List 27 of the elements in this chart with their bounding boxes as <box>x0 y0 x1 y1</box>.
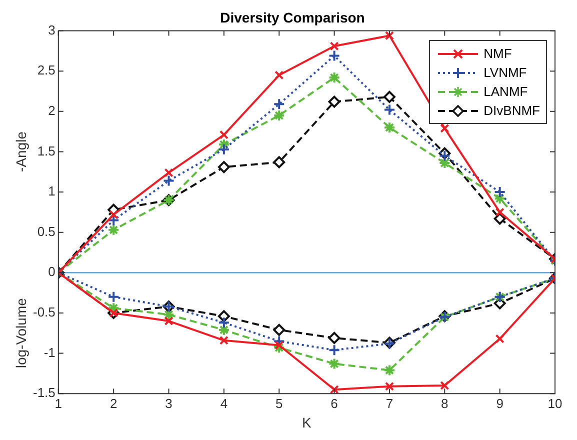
legend-label: NMF <box>484 46 512 61</box>
y-tick-label: 2 <box>48 103 56 118</box>
chart-title: Diversity Comparison <box>220 9 365 26</box>
legend-label: LVNMF <box>484 65 527 80</box>
y-tick-label: 0.5 <box>37 224 56 239</box>
x-tick-label: 6 <box>330 396 338 411</box>
legend-label: LANMF <box>484 84 528 99</box>
y-tick-label: -0.5 <box>32 304 56 320</box>
y-tick-label: 0 <box>48 264 56 280</box>
y-tick-label: 1 <box>48 184 56 199</box>
y-axis-title: -Angle <box>12 131 29 172</box>
x-tick-label: 10 <box>548 396 562 411</box>
legend-label: DIvBNMF <box>484 103 540 118</box>
x-tick-label: 5 <box>275 396 283 411</box>
y-tick-label: 1.5 <box>37 143 56 158</box>
x-tick-label: 9 <box>496 396 504 411</box>
y-tick-label: -1 <box>44 344 56 360</box>
x-tick-label: 2 <box>110 396 118 411</box>
x-tick-label: 3 <box>165 396 172 411</box>
x-tick-label: 4 <box>220 396 228 411</box>
text: log-Volume <box>12 298 29 368</box>
x-axis-title: K <box>302 414 312 430</box>
x-tick-label: 7 <box>386 396 394 411</box>
y-tick-label: 3 <box>48 22 56 38</box>
x-tick-label: 8 <box>441 396 448 411</box>
y-tick-label: 2.5 <box>37 62 56 78</box>
y-tick-label: -1.5 <box>32 385 56 400</box>
